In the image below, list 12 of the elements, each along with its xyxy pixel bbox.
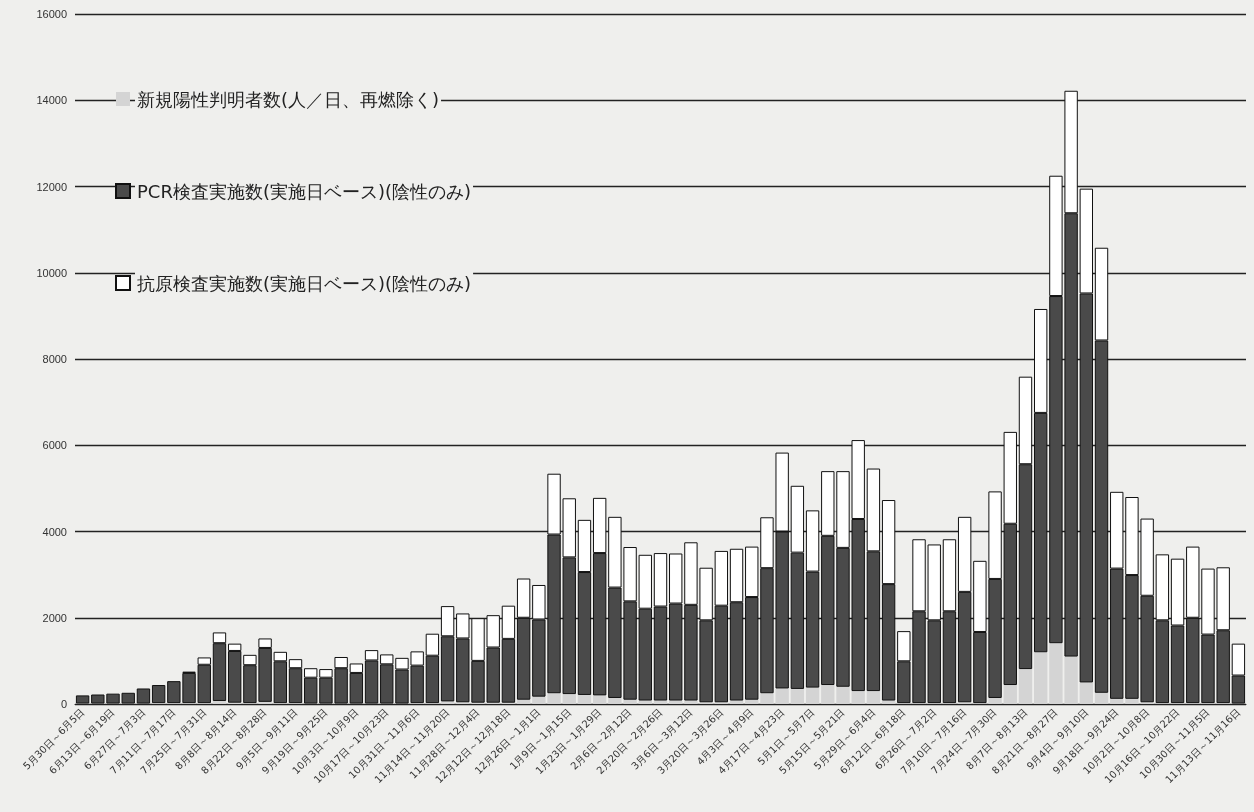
y-tick-label: 2000: [42, 611, 67, 624]
y-tick-label: 10000: [36, 266, 67, 279]
legend-label: 抗原検査実施数(実施日ベース)(陰性のみ): [137, 272, 472, 294]
y-tick-label: 4000: [42, 525, 67, 538]
y-tick-label: 16000: [36, 8, 67, 20]
y-tick-label: 12000: [36, 180, 67, 193]
y-tick-label: 8000: [42, 353, 67, 365]
y-tick-label: 0: [60, 698, 67, 710]
legend-label: 新規陽性判明者数(人／日、再燃除く): [137, 88, 440, 110]
y-tick-label: 14000: [36, 94, 67, 107]
legend-label: PCR検査実施数(実施日ベース)(陰性のみ): [137, 180, 472, 202]
y-tick-label: 6000: [42, 439, 67, 452]
